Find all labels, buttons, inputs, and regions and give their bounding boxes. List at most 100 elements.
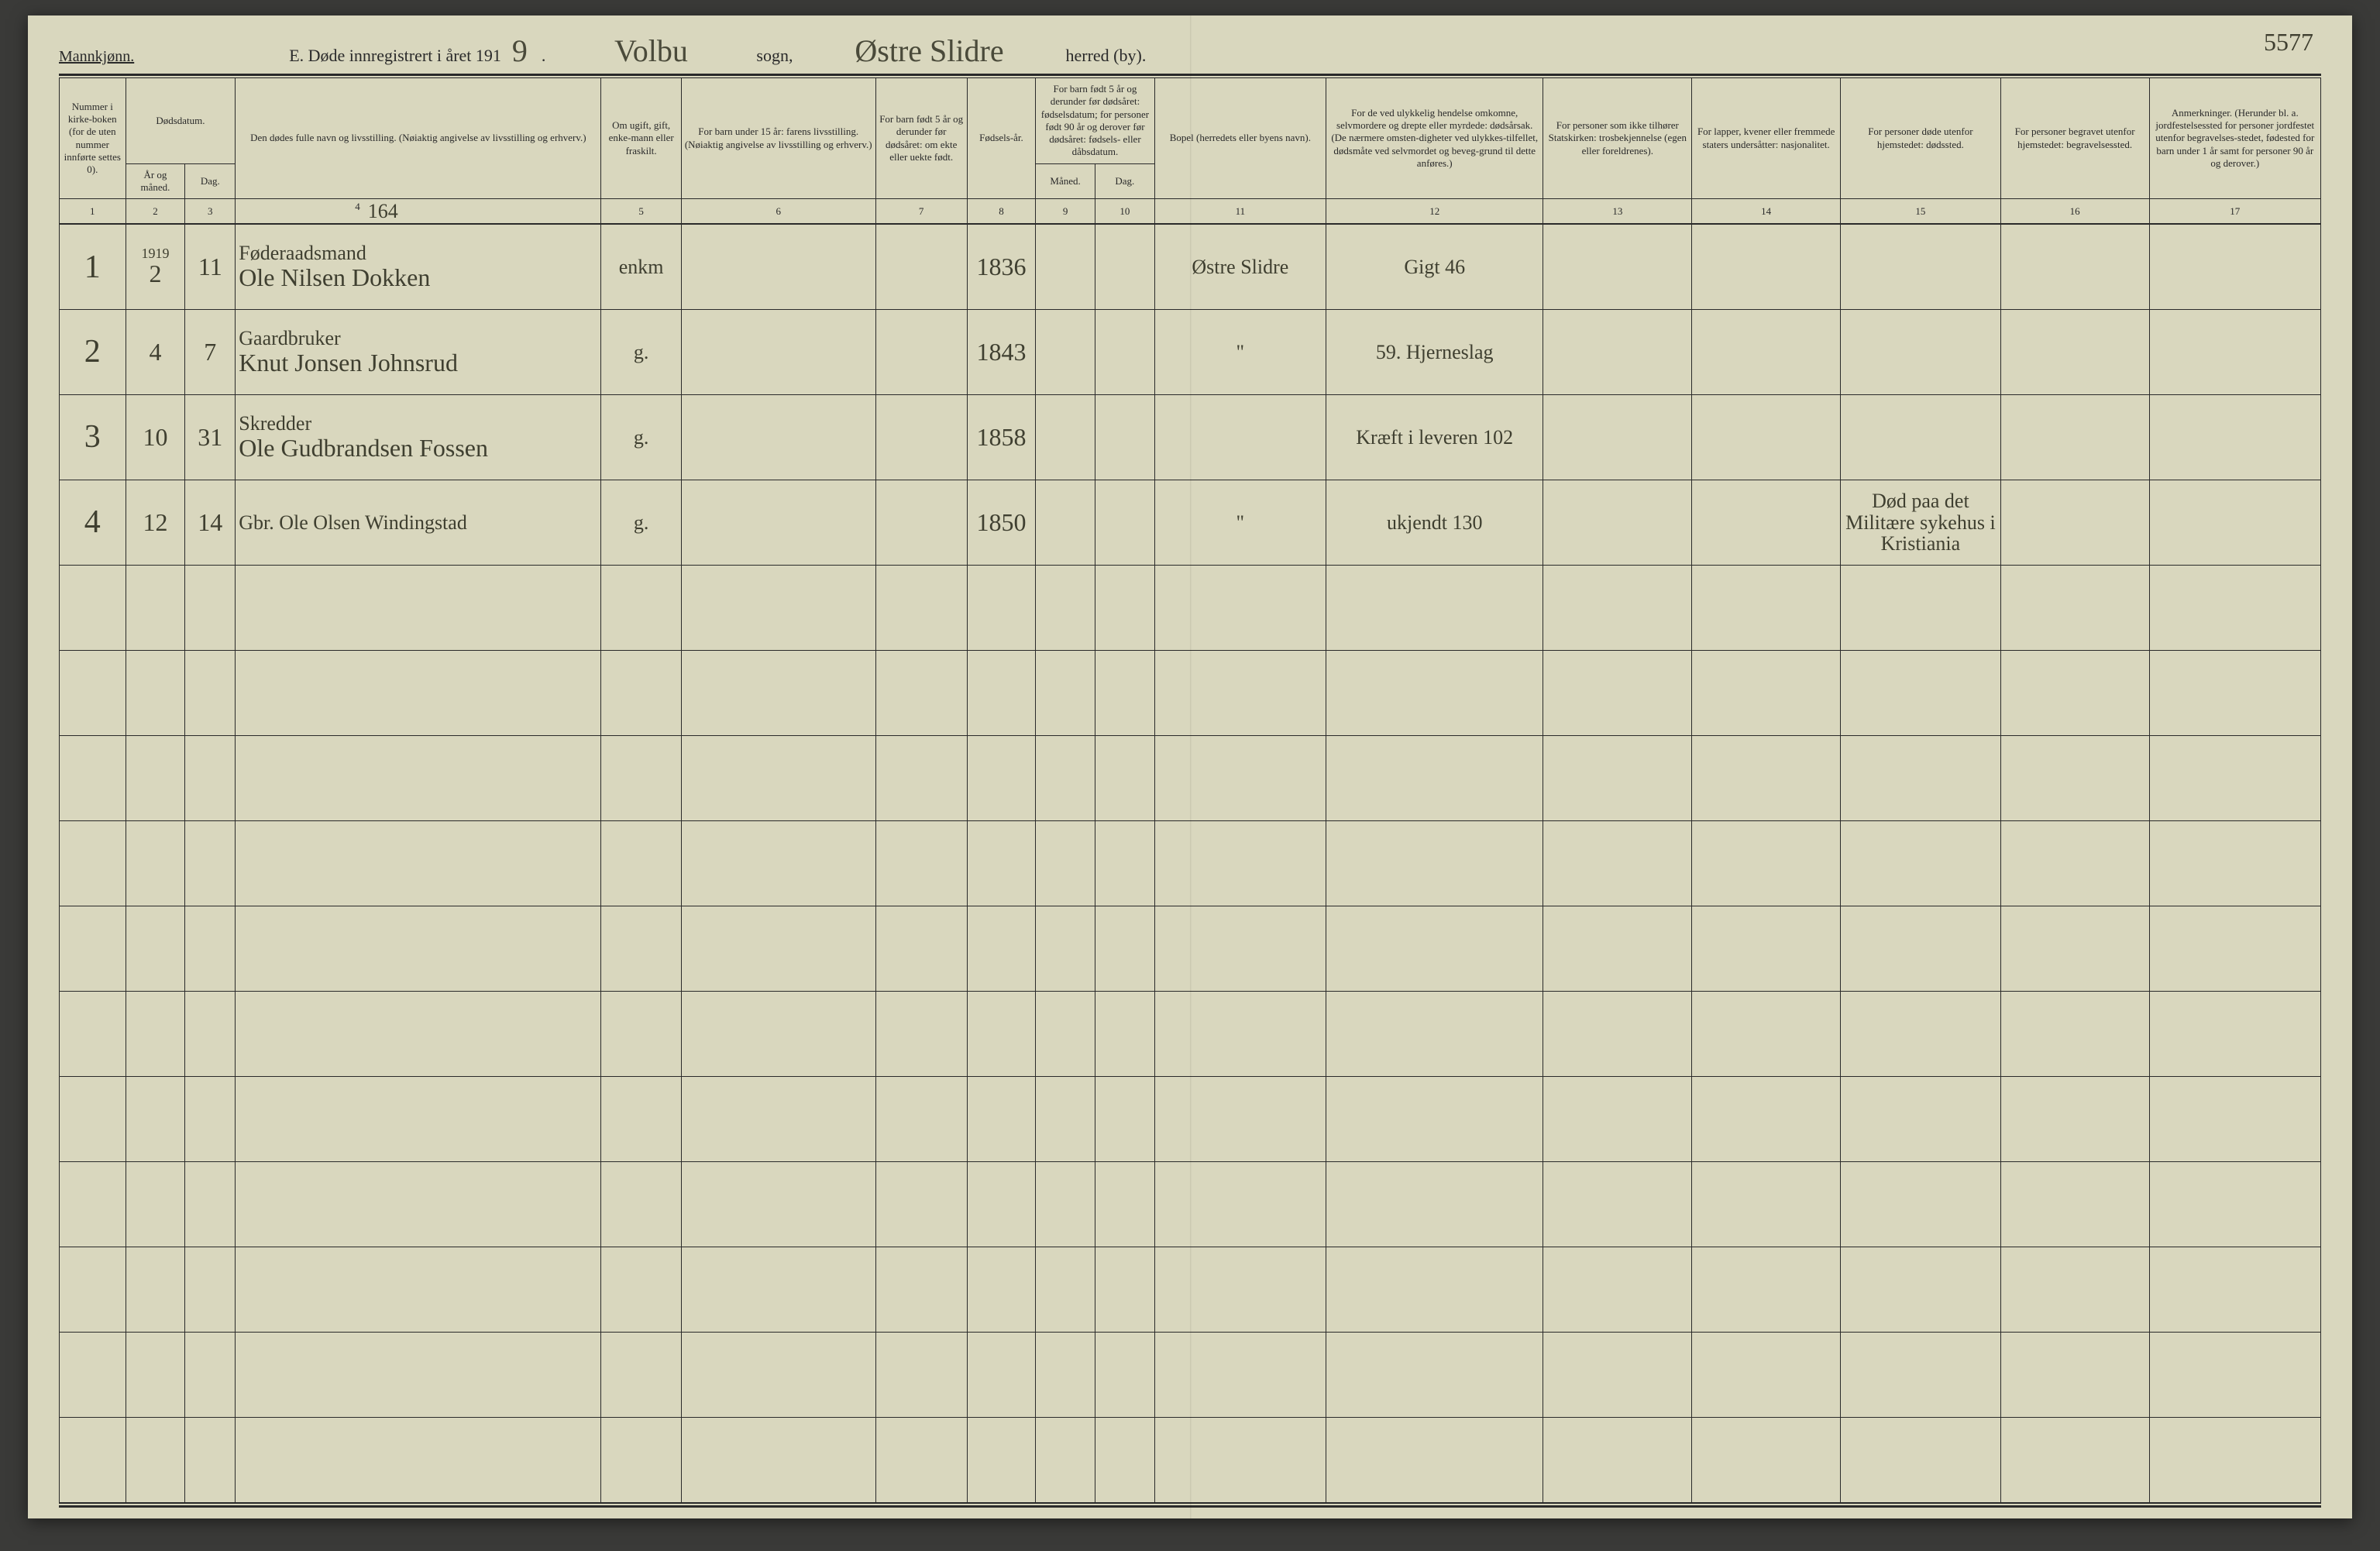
cell-empty [2000, 565, 2149, 650]
cell-empty [2000, 650, 2149, 735]
cell-empty [1036, 820, 1095, 906]
cell: 10 [126, 394, 185, 480]
sogn-value: Volbu [550, 39, 751, 64]
cell-empty [967, 1332, 1036, 1417]
cell-empty [681, 650, 875, 735]
name-cell: SkredderOle Gudbrandsen Fossen [239, 413, 597, 462]
cell-empty [1692, 906, 1841, 991]
name-line2: Ole Nilsen Dokken [239, 265, 430, 291]
cell-empty [126, 991, 185, 1076]
cell-value: 4 [149, 338, 161, 366]
cell-value: 14 [198, 508, 222, 536]
cell: 4 [60, 480, 126, 565]
cell-empty [126, 1332, 185, 1417]
cell: 2 [60, 309, 126, 394]
name-line1: Føderaadsmand [239, 242, 366, 263]
col-header-9: Måned. [1036, 163, 1095, 199]
cell-empty [2000, 1247, 2149, 1332]
name-line1: Skredder [239, 413, 311, 434]
cell-empty [185, 650, 236, 735]
cell-empty [1543, 650, 1692, 735]
cell: 59. Hjerneslag [1326, 309, 1543, 394]
cell-empty [236, 820, 601, 906]
colnum: 16 [2000, 199, 2149, 225]
col-header-1: Nummer i kirke-boken (for de uten nummer… [60, 78, 126, 199]
cell: 11 [185, 224, 236, 309]
ledger-page: 5577 Mannkjønn. E. Døde innregistrert i … [28, 15, 2352, 1518]
col-header-11: Bopel (herredets eller byens navn). [1154, 78, 1326, 199]
cell-empty [1095, 906, 1154, 991]
cell [2149, 224, 2320, 309]
cell-empty [681, 1247, 875, 1332]
cell: Gbr. Ole Olsen Windingstad [236, 480, 601, 565]
col-header-4: Den dødes fulle navn og livsstilling. (N… [236, 78, 601, 199]
cell-empty [2149, 1332, 2320, 1417]
cell-empty [60, 820, 126, 906]
cell-empty [875, 1247, 967, 1332]
col-header-12: For de ved ulykkelig hendelse omkomne, s… [1326, 78, 1543, 199]
cell-empty [875, 1417, 967, 1502]
col-header-dodsdatum: Dødsdatum. [126, 78, 236, 163]
herred-value: Østre Slidre [797, 39, 1061, 64]
cell-empty [1841, 991, 2001, 1076]
cell-empty [1095, 1417, 1154, 1502]
cell: 14 [185, 480, 236, 565]
colnum: 7 [875, 199, 967, 225]
cell-empty [185, 991, 236, 1076]
cell-empty [2000, 906, 2149, 991]
colnum: 11 [1154, 199, 1326, 225]
cell-empty [681, 565, 875, 650]
col-header-13: For personer som ikke tilhører Statskirk… [1543, 78, 1692, 199]
cell-empty [1543, 820, 1692, 906]
cell-empty [1841, 1076, 2001, 1161]
cell-empty [236, 565, 601, 650]
cell-empty [1154, 735, 1326, 820]
cell-empty [236, 1247, 601, 1332]
colnum: 9 [1036, 199, 1095, 225]
col-header-16: For personer begravet utenfor hjemstedet… [2000, 78, 2149, 199]
cell-value: 10 [143, 423, 167, 451]
cell-value: 31 [198, 423, 222, 451]
cell-value: 1836 [976, 253, 1026, 280]
cell-empty [1543, 1161, 1692, 1247]
cell-empty [875, 906, 967, 991]
cell-empty [2149, 1247, 2320, 1332]
cell-empty [967, 735, 1036, 820]
cell-empty [601, 1076, 681, 1161]
cell-empty [60, 1247, 126, 1332]
cell-empty [2000, 1161, 2149, 1247]
cell-empty [126, 1076, 185, 1161]
colnum: 3 [185, 199, 236, 225]
cell [2000, 480, 2149, 565]
cell-empty [967, 1417, 1036, 1502]
cell-empty [1692, 650, 1841, 735]
cell-empty [1154, 565, 1326, 650]
cell-empty [967, 991, 1036, 1076]
cell: Østre Slidre [1154, 224, 1326, 309]
cell: 19192 [126, 224, 185, 309]
cell-empty [1095, 650, 1154, 735]
cell: Kræft i leveren 102 [1326, 394, 1543, 480]
cell-empty [601, 1247, 681, 1332]
colnum: 10 [1095, 199, 1154, 225]
cell-empty [1692, 1076, 1841, 1161]
cell-empty [1036, 565, 1095, 650]
cell-empty [681, 991, 875, 1076]
cell-value: enkm [619, 256, 664, 278]
cell-empty [967, 1076, 1036, 1161]
cell-empty [967, 1161, 1036, 1247]
cell-empty [1095, 1332, 1154, 1417]
cell-empty [1154, 906, 1326, 991]
cell-value: 1850 [976, 508, 1026, 536]
cell-empty [1326, 1332, 1543, 1417]
cell-empty [875, 820, 967, 906]
cell-value: 12 [143, 508, 167, 536]
cell: 4 [126, 309, 185, 394]
cell [1841, 394, 2001, 480]
cell [1036, 224, 1095, 309]
cell-empty [601, 1161, 681, 1247]
cell-empty [967, 565, 1036, 650]
cell [681, 224, 875, 309]
cell [1036, 309, 1095, 394]
cell-value: Gigt 46 [1404, 256, 1465, 278]
